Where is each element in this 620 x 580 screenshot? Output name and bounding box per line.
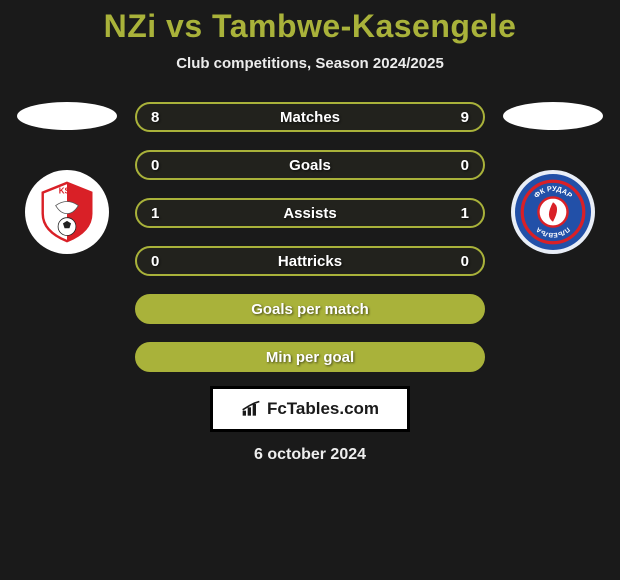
date-text: 6 october 2024 (254, 446, 366, 464)
stat-label: Goals per match (251, 301, 369, 318)
stat-left-value: 1 (151, 205, 159, 222)
stat-label: Min per goal (266, 349, 354, 366)
fctables-text: FcTables.com (267, 399, 379, 419)
subtitle: Club competitions, Season 2024/2025 (176, 55, 444, 72)
stat-row-goals: 0 Goals 0 (135, 150, 485, 180)
stat-left-value: 8 (151, 109, 159, 126)
stat-row-goals-per-match: Goals per match (135, 294, 485, 324)
stat-row-assists: 1 Assists 1 (135, 198, 485, 228)
svg-text:KSV: KSV (59, 186, 76, 195)
left-player-col: KSV (17, 102, 117, 254)
stat-label: Hattricks (278, 253, 342, 270)
stat-left-value: 0 (151, 253, 159, 270)
stat-rows: 8 Matches 9 0 Goals 0 1 Assists 1 0 Hattricks 0 Goal… (135, 102, 485, 372)
stat-left-value: 0 (151, 157, 159, 174)
right-crest-icon: ФК РУДАР ПЉЕВЉА (519, 174, 587, 250)
stat-right-value: 0 (461, 253, 469, 270)
right-player-col: ФК РУДАР ПЉЕВЉА (503, 102, 603, 254)
left-player-placeholder (17, 102, 117, 130)
stat-row-hattricks: 0 Hattricks 0 (135, 246, 485, 276)
stat-row-matches: 8 Matches 9 (135, 102, 485, 132)
comparison-area: KSV 8Matches90Goals01Assists10Hattricks0… (0, 102, 620, 372)
stat-right-value: 9 (461, 109, 469, 126)
stat-right-value: 1 (461, 205, 469, 222)
left-crest-icon: KSV (33, 174, 101, 250)
fctables-logo-icon (241, 400, 261, 418)
stat-label: Assists (283, 205, 336, 222)
infographic-container: NZi vs Tambwe-Kasengele Club competition… (0, 0, 620, 580)
stat-label: Goals (289, 157, 331, 174)
right-player-placeholder (503, 102, 603, 130)
left-club-crest: KSV (25, 170, 109, 254)
stat-row-min-per-goal: Min per goal (135, 342, 485, 372)
fctables-badge: FcTables.com (210, 386, 410, 432)
stat-label: Matches (280, 109, 340, 126)
page-title: NZi vs Tambwe-Kasengele (104, 8, 517, 45)
stat-right-value: 0 (461, 157, 469, 174)
right-club-crest: ФК РУДАР ПЉЕВЉА (511, 170, 595, 254)
